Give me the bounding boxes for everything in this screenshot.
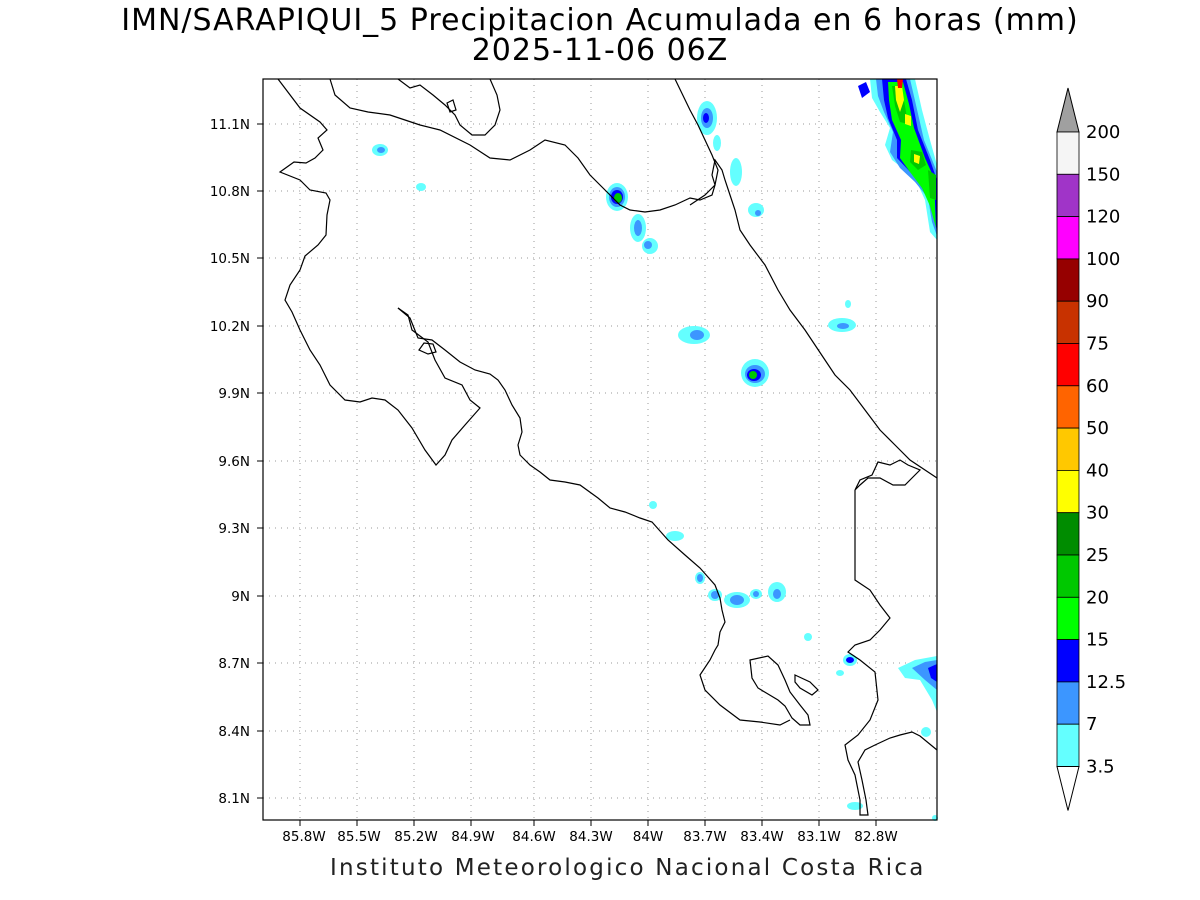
map-valid-time: 2025-11-06 06Z — [471, 33, 729, 68]
colorbar-segment — [1056, 596, 1080, 640]
colorbar-label: 12.5 — [1086, 672, 1126, 693]
lon-tick-label: 84.6W — [512, 829, 555, 845]
lat-tick-label: 9.9N — [218, 386, 250, 402]
colorbar-segment — [1056, 258, 1080, 302]
lon-tick-label: 83.1W — [797, 829, 840, 845]
colorbar-segment — [1056, 469, 1080, 514]
lon-tick-label: 84W — [633, 829, 664, 845]
colorbar: 200 150 120 100 90 75 60 50 40 30 25 20 15 12.5 7 3.5 — [1056, 87, 1126, 811]
colorbar-segment — [1056, 216, 1080, 260]
colorbar-label: 100 — [1086, 249, 1120, 270]
colorbar-label: 75 — [1086, 334, 1109, 355]
lon-tick-label: 85.8W — [282, 829, 325, 845]
colorbar-label: 25 — [1086, 545, 1109, 566]
coastline — [277, 78, 938, 816]
colorbar-segment — [1056, 427, 1080, 471]
precipitation-field — [372, 79, 938, 821]
colorbar-segment — [1056, 554, 1080, 598]
colorbar-label: 150 — [1086, 164, 1120, 185]
colorbar-segment — [1056, 343, 1080, 387]
lat-tick-label: 9.3N — [218, 521, 250, 537]
colorbar-segment — [1056, 681, 1080, 725]
colorbar-label: 200 — [1086, 122, 1120, 143]
lat-tick-label: 8.7N — [218, 656, 250, 672]
map-frame — [262, 78, 938, 821]
lon-tick-label: 84.3W — [569, 829, 612, 845]
lat-tick-label: 10.5N — [210, 251, 250, 267]
colorbar-label: 15 — [1086, 630, 1109, 651]
colorbar-segment — [1056, 639, 1080, 683]
lat-tick-labels: 11.1N 10.8N 10.5N 10.2N 9.9N 9.6N 9.3N 9… — [210, 117, 250, 807]
colorbar-label: 40 — [1086, 460, 1109, 481]
lat-tick-label: 8.4N — [218, 724, 250, 740]
lat-tick-label: 9.6N — [218, 454, 250, 470]
colorbar-label: 90 — [1086, 291, 1109, 312]
lat-tick-label: 10.2N — [210, 319, 250, 335]
lat-tick-label: 11.1N — [210, 117, 250, 133]
colorbar-segment — [1056, 131, 1080, 175]
footer-credit: Instituto Meteorologico Nacional Costa R… — [330, 855, 926, 881]
colorbar-segment — [1056, 385, 1080, 429]
lon-tick-label: 83.4W — [740, 829, 783, 845]
colorbar-label: 20 — [1086, 587, 1109, 608]
lon-tick-label: 82.8W — [854, 829, 897, 845]
lon-tick-label: 85.2W — [394, 829, 437, 845]
lon-tick-label: 83.7W — [683, 829, 726, 845]
lat-tick-label: 8.1N — [218, 791, 250, 807]
lon-tick-labels: 85.8W 85.5W 85.2W 84.9W 84.6W 84.3W 84W … — [282, 829, 897, 845]
colorbar-label: 30 — [1086, 503, 1109, 524]
colorbar-label: 120 — [1086, 207, 1120, 228]
colorbar-segment — [1056, 723, 1080, 767]
colorbar-top-arrow — [1056, 87, 1080, 133]
colorbar-label: 3.5 — [1086, 757, 1115, 778]
colorbar-segment — [1056, 173, 1080, 218]
lon-tick-label: 85.5W — [337, 829, 380, 845]
map-title: IMN/SARAPIQUI_5 Precipitacion Acumulada … — [121, 3, 1079, 38]
colorbar-segment — [1056, 300, 1080, 344]
colorbar-segment — [1056, 512, 1080, 556]
colorbar-bottom-arrow — [1056, 766, 1080, 811]
colorbar-label: 60 — [1086, 376, 1109, 397]
lat-tick-label: 9N — [231, 589, 250, 605]
lon-tick-label: 84.9W — [451, 829, 494, 845]
lat-tick-label: 10.8N — [210, 184, 250, 200]
colorbar-label: 50 — [1086, 418, 1109, 439]
map-grid — [263, 79, 937, 820]
colorbar-label: 7 — [1086, 714, 1097, 735]
